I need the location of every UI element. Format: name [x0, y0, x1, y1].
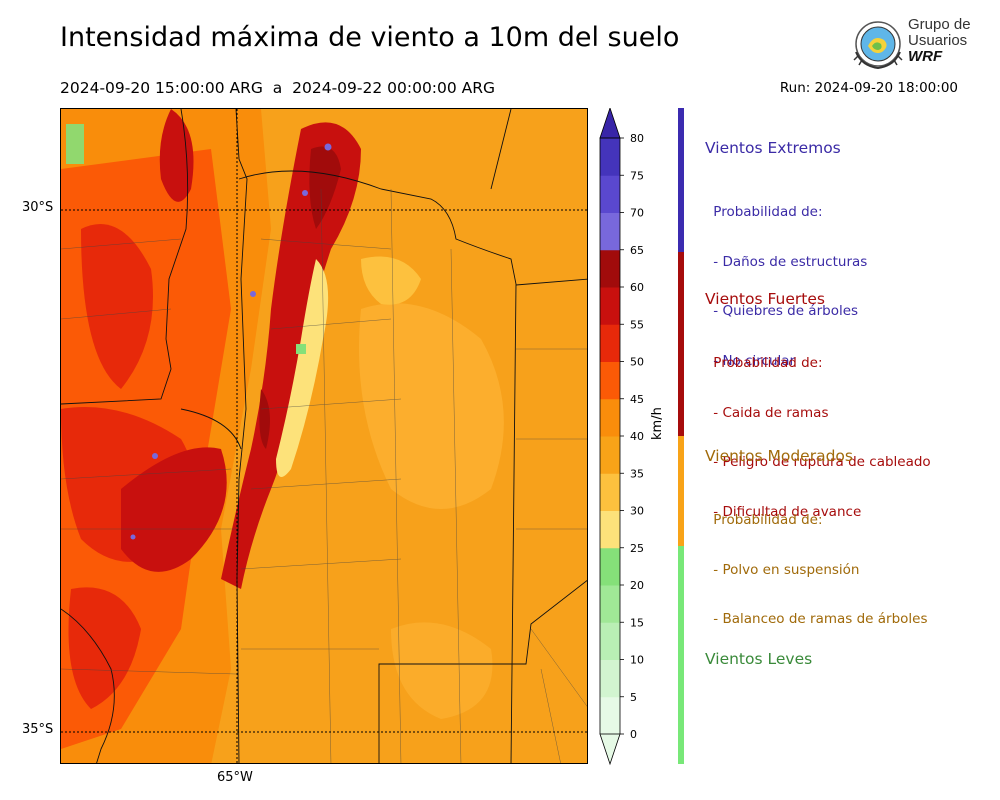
logo-line-1: Grupo de [908, 16, 971, 33]
category-title: Vientos Extremos [705, 139, 841, 157]
colorbar-tick-label: 45 [630, 393, 644, 406]
category-title: Vientos Leves [705, 650, 813, 668]
colorbar-tick-label: 0 [630, 728, 637, 741]
category-desc: Probabilidad de: - Daños de estructuras … [705, 171, 867, 402]
category-desc-line: - Caida de ramas [709, 404, 829, 421]
lat-label-35s: 35°S [22, 722, 54, 737]
category-desc-line: - No circular [709, 352, 796, 369]
colorbar-tick-label: 60 [630, 281, 644, 294]
colorbar-segment [600, 138, 620, 176]
category-leves: Vientos Leves [705, 650, 812, 668]
colorbar-segment [600, 436, 620, 474]
colorbar-tick-label: 70 [630, 207, 644, 220]
colorbar-max-extend [599, 108, 621, 139]
colorbar-tick-label: 25 [630, 542, 644, 555]
colorbar: 0 5 10 15 20 25 30 35 40 45 50 55 60 65 70 75 80 [599, 108, 644, 766]
colorbar-segment [600, 585, 620, 623]
category-desc-line: Probabilidad de: [709, 512, 823, 528]
category-bar-moderados [678, 436, 684, 546]
logo-text: Grupo de Usuarios WRF [908, 17, 971, 65]
category-desc-line: Probabilidad de: [709, 204, 823, 220]
colorbar-segment [600, 547, 620, 586]
colorbar-tick-label: 35 [630, 467, 644, 480]
category-fuertes: Vientos Fuertes Probabilidad de: - Caida… [705, 290, 931, 553]
colorbar-segment [600, 510, 620, 549]
wind-map [60, 108, 588, 764]
colorbar-tick-label: 75 [630, 169, 644, 182]
colorbar-segment [600, 287, 620, 325]
wrf-logo-icon [853, 21, 903, 70]
colorbar-segment [600, 696, 620, 735]
category-bar-extremos [678, 108, 684, 252]
logo-line-2: Usuarios [908, 32, 968, 49]
colorbar-tick-label: 65 [630, 244, 644, 257]
category-desc: Probabilidad de: - Polvo en suspensión -… [705, 479, 928, 661]
lat-label-30s: 30°S [22, 200, 54, 215]
colorbar-segment [600, 212, 620, 251]
category-desc-line: - Quiebres de árboles [709, 303, 859, 319]
forecast-period: 2024-09-20 15:00:00 ARG a 2024-09-22 00:… [60, 79, 496, 97]
run-time: Run: 2024-09-20 18:00:00 [779, 80, 958, 96]
colorbar-segment [600, 175, 620, 213]
colorbar-tick-label: 5 [630, 691, 637, 704]
colorbar-segment [600, 249, 620, 288]
category-bar-fuertes [678, 252, 684, 436]
colorbar-tick-label: 80 [630, 132, 644, 145]
chart-title: Intensidad máxima de viento a 10m del su… [60, 22, 680, 53]
colorbar-segment [600, 324, 620, 362]
category-desc-line: - Dificultad de avance [709, 503, 862, 520]
colorbar-min-extend [599, 733, 621, 766]
logo-line-3: WRF [908, 48, 943, 65]
category-moderados: Vientos Moderados Probabilidad de: - Pol… [705, 447, 928, 661]
colorbar-tick-label: 20 [630, 579, 644, 592]
colorbar-segment [600, 361, 620, 400]
category-title: Vientos Fuertes [705, 290, 825, 308]
category-desc: Probabilidad de: - Caida de ramas - Peli… [705, 322, 931, 553]
lon-label-65w: 65°W [217, 770, 253, 785]
category-title: Vientos Moderados [705, 447, 853, 465]
colorbar-tick-label: 15 [630, 616, 644, 629]
category-desc-line: Probabilidad de: [709, 355, 823, 371]
category-bar-leves [678, 546, 684, 764]
colorbar-segment [600, 398, 620, 437]
category-desc-line: - Daños de estructuras [709, 253, 868, 270]
category-extremos: Vientos Extremos Probabilidad de: - Daño… [705, 139, 867, 402]
colorbar-tick-label: 40 [630, 430, 644, 443]
category-desc-line: - Peligro de ruptura de cableado [709, 454, 931, 470]
colorbar-tick-label: 10 [630, 654, 644, 667]
colorbar-segment [600, 622, 620, 660]
colorbar-tick-label: 30 [630, 505, 644, 518]
wind-field-svg [61, 109, 587, 763]
colorbar-segment [600, 659, 620, 698]
colorbar-tick-label: 55 [630, 318, 644, 331]
colorbar-unit-label: km/h [650, 407, 665, 440]
colorbar-tick-label: 50 [630, 356, 644, 369]
category-desc-line: - Balanceo de ramas de árboles [709, 611, 928, 627]
colorbar-segment [600, 473, 620, 511]
category-desc-line: - Polvo en suspensión [709, 561, 860, 578]
